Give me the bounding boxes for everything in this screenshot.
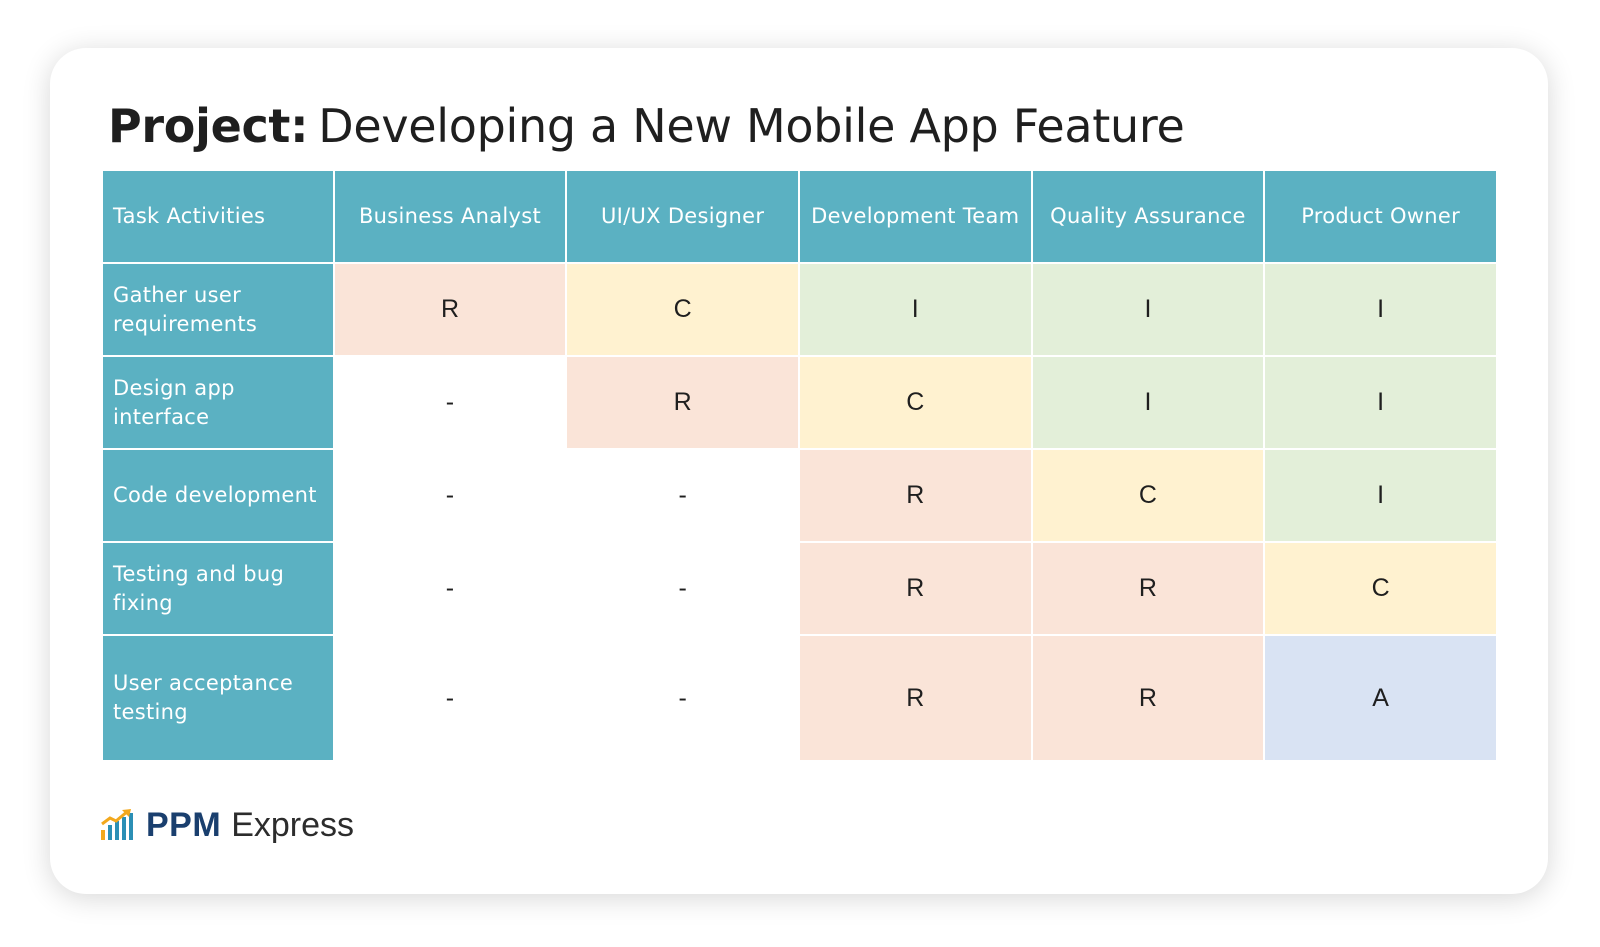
task-label: Design app interface <box>103 357 333 448</box>
header-row: Task Activities Business Analyst UI/UX D… <box>103 171 1496 262</box>
bar-chart-arrow-icon <box>101 809 133 840</box>
raci-cell: I <box>1032 357 1264 448</box>
raci-cell: R <box>1032 543 1264 634</box>
raci-cell: - <box>334 450 566 541</box>
title-text: Developing a New Mobile App Feature <box>318 99 1185 153</box>
raci-cell: R <box>799 450 1031 541</box>
raci-cell: I <box>1265 264 1496 355</box>
raci-cell: I <box>1265 357 1496 448</box>
header-ui-ux-designer: UI/UX Designer <box>567 171 798 262</box>
logo-brand: PPM <box>146 805 222 844</box>
raci-cell: - <box>334 543 566 634</box>
table-row: Design app interface - R C I I <box>103 357 1496 448</box>
raci-cell: R <box>799 543 1031 634</box>
raci-cell: - <box>567 450 798 541</box>
task-label: Gather user requirements <box>103 264 333 355</box>
raci-cell: R <box>1032 636 1264 760</box>
table-row: Gather user requirements R C I I I <box>103 264 1496 355</box>
raci-cell: R <box>567 357 798 448</box>
raci-cell: I <box>1265 450 1496 541</box>
task-label: User acceptance testing <box>103 636 333 760</box>
header-development-team: Development Team <box>799 171 1031 262</box>
raci-cell: R <box>799 636 1031 760</box>
raci-cell: A <box>1265 636 1496 760</box>
raci-cell: C <box>567 264 798 355</box>
table-row: User acceptance testing - - R R A <box>103 636 1496 760</box>
task-label: Testing and bug fixing <box>103 543 333 634</box>
raci-cell: - <box>334 357 566 448</box>
title-label: Project: <box>108 99 309 153</box>
header-quality-assurance: Quality Assurance <box>1032 171 1264 262</box>
page-title: Project: Developing a New Mobile App Feat… <box>108 96 1185 156</box>
raci-cell: C <box>1032 450 1264 541</box>
raci-matrix: Task Activities Business Analyst UI/UX D… <box>101 169 1498 762</box>
raci-card: Project: Developing a New Mobile App Feat… <box>50 48 1548 894</box>
logo-product: Express <box>231 805 355 844</box>
raci-cell: - <box>567 543 798 634</box>
raci-cell: I <box>1032 264 1264 355</box>
raci-cell: C <box>799 357 1031 448</box>
header-business-analyst: Business Analyst <box>334 171 566 262</box>
header-task-activities: Task Activities <box>103 171 333 262</box>
raci-cell: I <box>799 264 1031 355</box>
ppm-express-logo: PPM Express <box>100 803 354 847</box>
table-row: Testing and bug fixing - - R R C <box>103 543 1496 634</box>
task-label: Code development <box>103 450 333 541</box>
header-product-owner: Product Owner <box>1265 171 1496 262</box>
table-row: Code development - - R C I <box>103 450 1496 541</box>
raci-cell: C <box>1265 543 1496 634</box>
raci-cell: - <box>334 636 566 760</box>
raci-cell: R <box>334 264 566 355</box>
raci-cell: - <box>567 636 798 760</box>
